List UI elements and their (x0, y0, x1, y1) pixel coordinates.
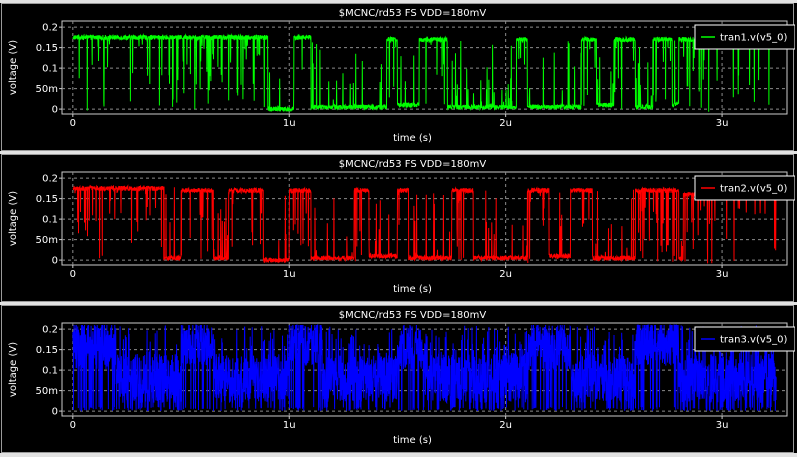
y-tick-label: 0 (52, 407, 58, 418)
x-tick-label: 2u (499, 269, 512, 280)
y-tick-label: 0.15 (36, 345, 58, 356)
series-line (72, 184, 777, 264)
plot-panel-2: 0 1u 2u 3u 0 50m 0.1 0.15 0.2 $MCNC/rd53 FS VDD=1… (1, 154, 795, 302)
x-tick-label: 3u (716, 269, 729, 280)
y-axis-label: voltage (V) (8, 342, 19, 397)
y-tick-label: 0.2 (42, 325, 58, 336)
legend-label: tran1.v(v5_0) (720, 33, 788, 44)
chart-svg-3: 0 1u 2u 3u 0 50m 0.1 0.15 0.2 $MCNC/rd53 FS VDD=1… (8, 310, 795, 446)
chart-title: $MCNC/rd53 FS VDD=180mV (339, 8, 487, 19)
x-tick-label: 3u (716, 118, 729, 129)
x-tick-label: 2u (499, 118, 512, 129)
chart-title: $MCNC/rd53 FS VDD=180mV (339, 159, 487, 170)
y-axis-label: voltage (V) (8, 40, 19, 95)
y-tick-label: 50m (36, 84, 58, 95)
plot-panel-3: 0 1u 2u 3u 0 50m 0.1 0.15 0.2 $MCNC/rd53 FS VDD=1… (1, 305, 795, 453)
chart-svg-1: 0 1u 2u 3u 0 50m 0.1 0.15 0.2 $MCNC/rd53 FS VDD=1… (8, 8, 795, 144)
legend-label: tran2.v(v5_0) (720, 184, 788, 195)
legend-label: tran3.v(v5_0) (720, 335, 788, 346)
y-tick-label: 0.1 (42, 366, 58, 377)
x-tick-label: 0 (70, 269, 76, 280)
y-tick-label: 0 (52, 105, 58, 116)
x-tick-label: 1u (283, 269, 296, 280)
x-tick-label: 3u (716, 420, 729, 431)
y-tick-label: 0 (52, 256, 58, 267)
series-line (72, 32, 777, 112)
y-axis-label: voltage (V) (8, 191, 19, 246)
x-axis-label: time (s) (393, 284, 432, 295)
x-tick-label: 0 (70, 420, 76, 431)
chart-svg-2: 0 1u 2u 3u 0 50m 0.1 0.15 0.2 $MCNC/rd53 FS VDD=1… (8, 159, 795, 295)
x-tick-label: 1u (283, 420, 296, 431)
y-tick-label: 0.1 (42, 215, 58, 226)
y-tick-label: 0.2 (42, 174, 58, 185)
x-axis-label: time (s) (393, 133, 432, 144)
x-tick-label: 1u (283, 118, 296, 129)
chart-title: $MCNC/rd53 FS VDD=180mV (339, 310, 487, 321)
y-tick-label: 0.15 (36, 43, 58, 54)
y-tick-label: 0.1 (42, 64, 58, 75)
y-tick-label: 0.2 (42, 23, 58, 34)
x-tick-label: 0 (70, 118, 76, 129)
y-tick-label: 50m (36, 235, 58, 246)
y-tick-label: 0.15 (36, 194, 58, 205)
x-axis-label: time (s) (393, 435, 432, 446)
plot-panel-1: 0 1u 2u 3u 0 50m 0.1 0.15 0.2 $MCNC/rd53 FS VDD=1… (1, 3, 795, 151)
y-tick-label: 50m (36, 386, 58, 397)
x-tick-label: 2u (499, 420, 512, 431)
